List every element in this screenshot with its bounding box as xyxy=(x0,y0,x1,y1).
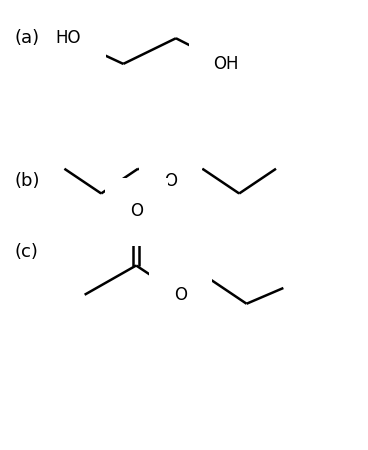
Text: O: O xyxy=(164,172,177,190)
Text: (c): (c) xyxy=(15,243,39,261)
Text: (b): (b) xyxy=(15,172,40,190)
Text: (a): (a) xyxy=(15,29,40,47)
Text: OH: OH xyxy=(213,55,239,73)
Text: HO: HO xyxy=(55,29,81,47)
Text: O: O xyxy=(174,286,187,304)
Text: O: O xyxy=(130,202,143,220)
